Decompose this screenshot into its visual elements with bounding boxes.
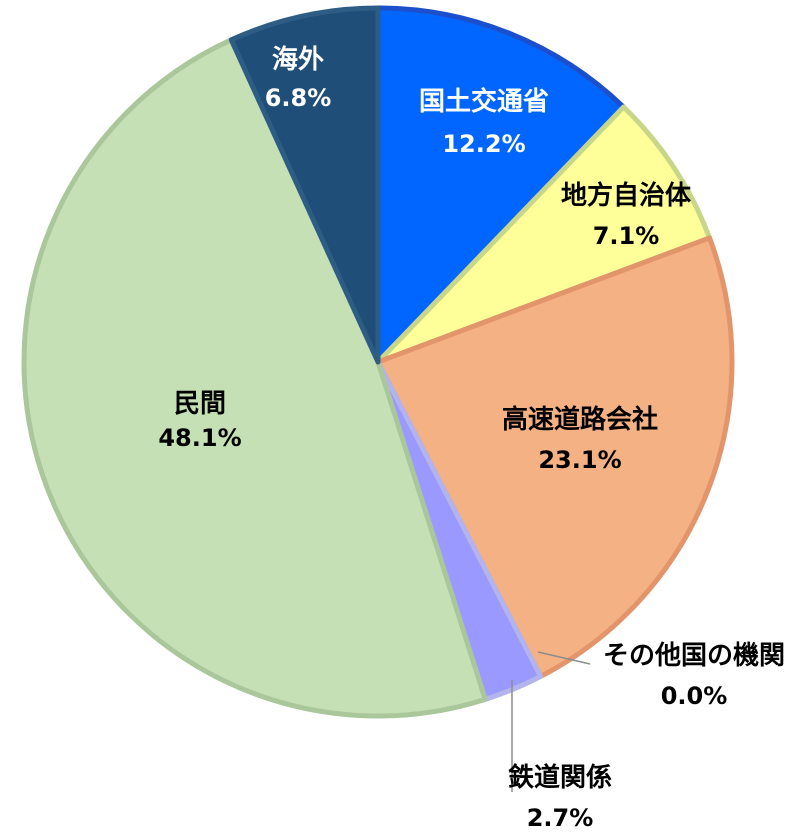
pie-slice-6 bbox=[21, 37, 488, 719]
slice-label-1: 国土交通省 bbox=[419, 86, 549, 117]
slice-label-2: 地方自治体 bbox=[561, 180, 692, 211]
slice-value-label-5: 2.7% bbox=[527, 804, 594, 832]
pie-slices bbox=[21, 5, 735, 719]
pie-slice-7 bbox=[228, 5, 381, 365]
slice-label-5: 鉄道関係 bbox=[508, 762, 612, 793]
slice-value-label-1: 12.2% bbox=[442, 130, 525, 158]
slice-label-6: 民間 bbox=[174, 389, 226, 419]
slice-value-label-7: 6.8% bbox=[265, 84, 332, 112]
slice-value-label-3: 23.1% bbox=[538, 446, 621, 474]
slice-value-label-4: 0.0% bbox=[661, 682, 728, 710]
slice-label-3: 高速道路会社 bbox=[502, 404, 658, 435]
slice-value-label-6: 48.1% bbox=[158, 424, 241, 452]
pie-slice-1 bbox=[375, 5, 627, 365]
pie-slice-3 bbox=[375, 235, 735, 679]
slice-label-7: 海外 bbox=[272, 45, 324, 75]
slice-label-4: その他国の機関 bbox=[603, 641, 785, 671]
pie-labels: 国土交通省 12.2% 地方自治体 7.1% 高速道路会社 23.1% その他国の機関 0.0… bbox=[158, 45, 785, 832]
leader-line-4 bbox=[537, 651, 591, 665]
pie-slice-2 bbox=[375, 104, 713, 365]
slice-value-label-2: 7.1% bbox=[593, 222, 660, 250]
